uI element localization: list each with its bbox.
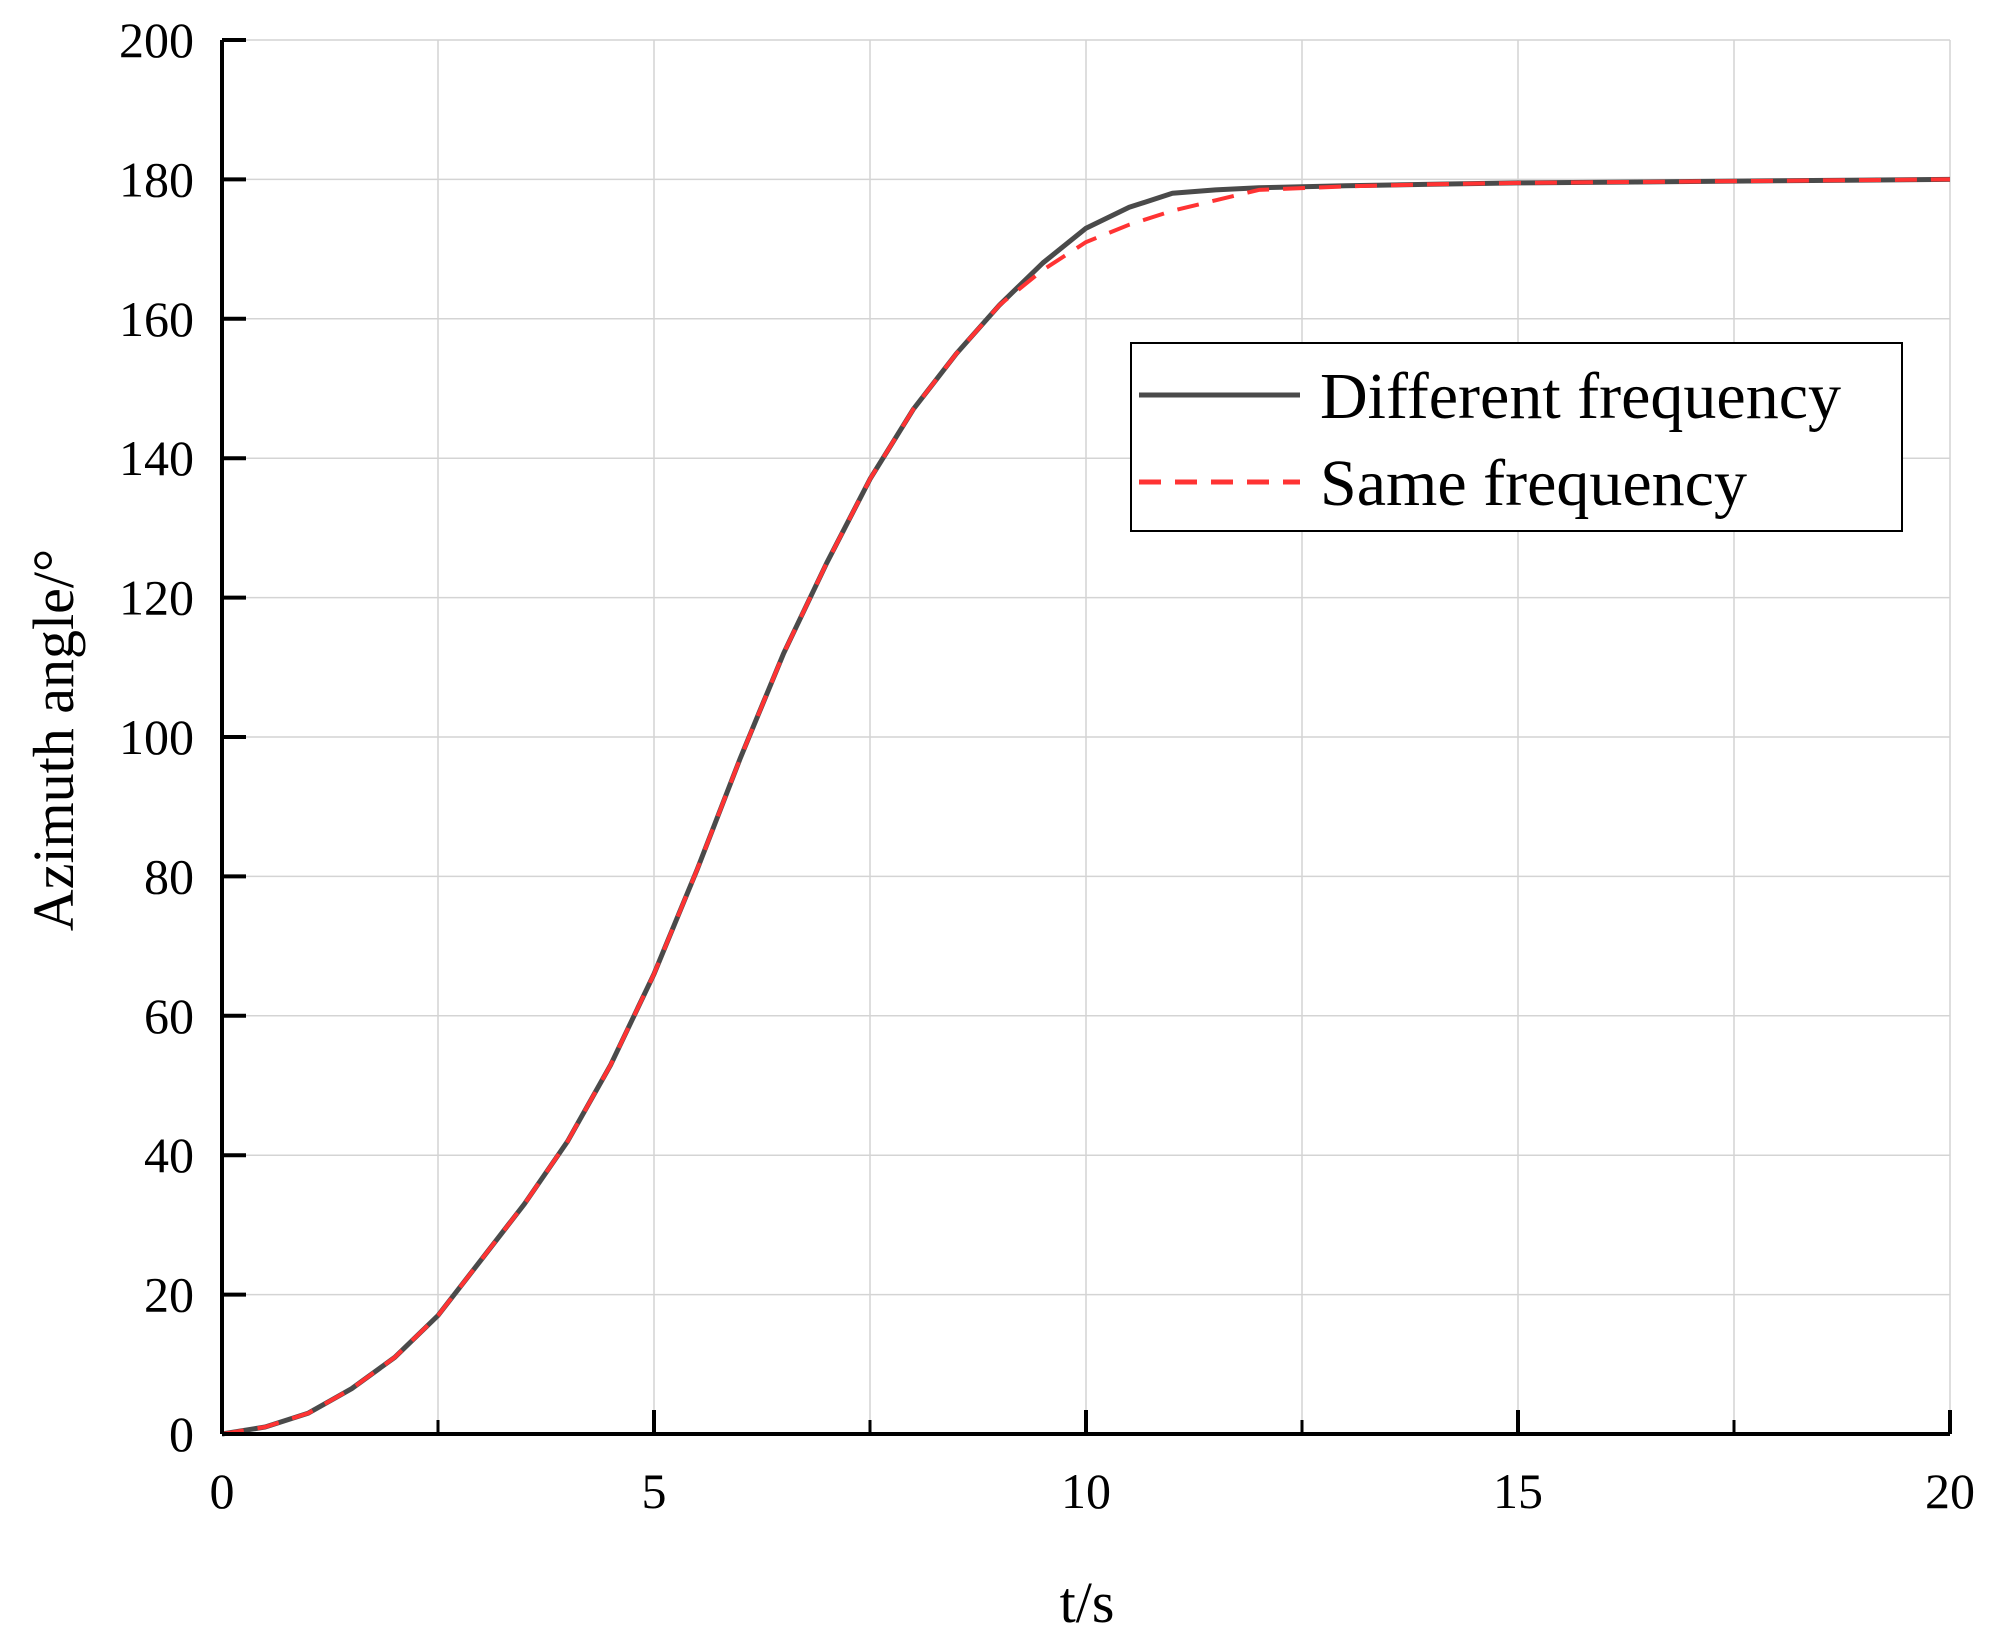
x-tick-label: 0 [210, 1463, 235, 1519]
x-tick-label: 5 [642, 1463, 667, 1519]
tick-labels: 0 20 40 60 80 100 120 140 160 180 200 0 5 10 15 20 [119, 12, 1975, 1519]
y-tick-label: 120 [119, 570, 194, 626]
axes [220, 38, 1952, 1436]
y-tick-label: 200 [119, 12, 194, 68]
y-tick-label: 160 [119, 291, 194, 347]
y-tick-label: 20 [144, 1267, 194, 1323]
grid [222, 39, 1951, 1434]
x-tick-label: 10 [1061, 1463, 1111, 1519]
legend: Different frequency Same frequency [1130, 342, 1903, 532]
x-axis-title: t/s [1060, 1570, 1115, 1635]
y-tick-label: 40 [144, 1127, 194, 1183]
y-tick-label: 100 [119, 709, 194, 765]
x-tick-label: 20 [1925, 1463, 1975, 1519]
series-line-same-frequency [221, 177, 1951, 1436]
y-axis-title: Azimuth angle/° [21, 549, 86, 931]
series-lines [221, 176, 1951, 1437]
y-tick-label: 60 [144, 988, 194, 1044]
x-tick-label: 15 [1493, 1463, 1543, 1519]
legend-box [1130, 342, 1903, 532]
legend-label-same-frequency: Same frequency [1320, 447, 1747, 520]
y-tick-label: 180 [119, 151, 194, 207]
y-tick-label: 140 [119, 430, 194, 486]
y-tick-label: 80 [144, 848, 194, 904]
y-tick-label: 0 [169, 1406, 194, 1462]
legend-label-different-frequency: Different frequency [1320, 360, 1841, 433]
